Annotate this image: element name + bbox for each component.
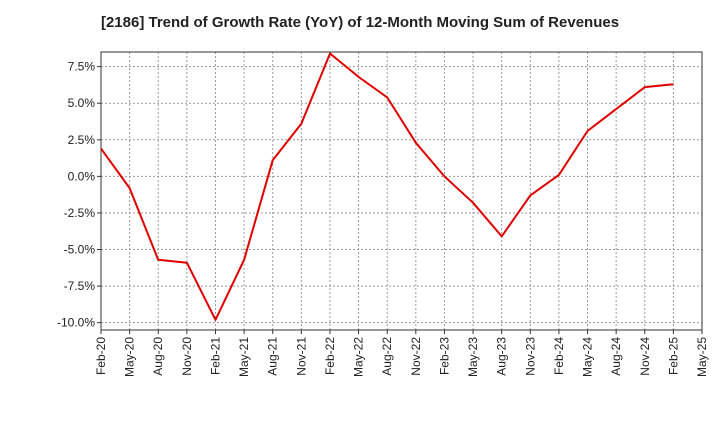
x-tick-label: Aug-22 [380,337,394,376]
x-tick-label: Feb-21 [208,337,222,375]
y-tick-label: 2.5% [68,133,96,147]
y-tick-label: 5.0% [68,96,96,110]
x-tick-label: May-25 [695,337,709,377]
series-line [100,52,674,321]
x-tick-label: May-24 [581,337,595,377]
y-tick-label: -2.5% [64,206,96,220]
x-tick-label: Feb-24 [552,337,566,375]
y-tick-label: -7.5% [64,279,96,293]
x-tick-label: Nov-22 [409,337,423,376]
y-tick-label: -5.0% [64,243,96,257]
y-tick-label: -10.0% [57,316,95,330]
x-tick-label: Nov-23 [523,337,537,376]
y-tick-label: 0.0% [68,169,96,183]
x-tick-label: Feb-23 [437,337,451,375]
x-tick-label: Aug-24 [609,337,623,376]
x-tick-label: May-23 [466,337,480,377]
y-tick-label: 7.5% [68,60,96,74]
x-tick-label: Feb-22 [323,337,337,375]
chart-title: [2186] Trend of Growth Rate (YoY) of 12-… [100,14,620,31]
x-tick-label: May-21 [237,337,251,377]
x-tick-label: May-22 [352,337,366,377]
x-tick-label: Aug-20 [151,337,165,376]
plot-area [101,52,702,330]
x-tick-label: Feb-20 [94,337,108,375]
x-tick-label: Nov-24 [638,337,652,376]
x-tick-label: Aug-23 [495,337,509,376]
x-tick-label: Nov-21 [294,337,308,376]
x-tick-label: Aug-21 [266,337,280,376]
x-tick-label: May-20 [123,337,137,377]
x-tick-label: Feb-25 [666,337,680,375]
x-tick-label: Nov-20 [180,337,194,376]
plot-border [100,51,703,331]
